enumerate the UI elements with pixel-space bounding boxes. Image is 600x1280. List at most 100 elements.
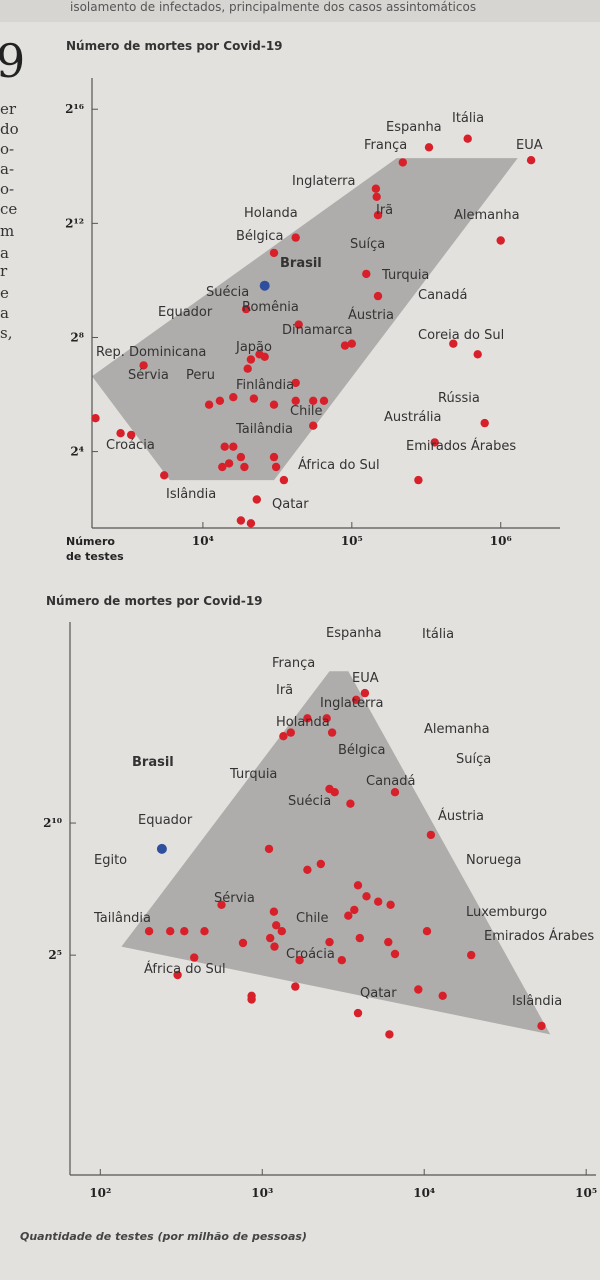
margin-text-fragment: a bbox=[0, 244, 9, 262]
country-label: Áustria bbox=[438, 808, 484, 824]
country-point bbox=[398, 158, 407, 167]
country-point bbox=[264, 844, 274, 854]
country-label: Bélgica bbox=[236, 229, 284, 244]
country-point bbox=[291, 378, 300, 388]
country-point bbox=[229, 393, 238, 402]
country-point bbox=[526, 156, 536, 165]
country-label: Irã bbox=[376, 203, 393, 218]
margin-text-fragment: o- bbox=[0, 180, 15, 198]
country-label: Equador bbox=[138, 813, 193, 828]
country-point bbox=[480, 418, 489, 428]
country-point bbox=[422, 927, 432, 936]
country-point bbox=[252, 495, 261, 504]
country-point bbox=[240, 462, 249, 472]
margin-text-fragment: e bbox=[0, 284, 9, 302]
country-label: França bbox=[272, 656, 315, 671]
country-label: EUA bbox=[516, 138, 543, 153]
x-axis-title: Quantidade de testes (por milhão de pess… bbox=[20, 1230, 307, 1243]
country-label: Emirados Árabes bbox=[484, 928, 594, 944]
country-point bbox=[229, 442, 238, 451]
country-label: África do Sul bbox=[298, 457, 380, 473]
country-point bbox=[372, 192, 381, 201]
country-point bbox=[269, 452, 279, 462]
y-tick-label: 2¹⁰ bbox=[43, 816, 62, 830]
country-point bbox=[294, 320, 303, 329]
country-point bbox=[246, 355, 256, 364]
country-point bbox=[353, 881, 363, 890]
country-point bbox=[373, 211, 383, 220]
country-label: Itália bbox=[422, 627, 454, 642]
margin-text-fragment: r bbox=[0, 262, 8, 280]
country-point bbox=[236, 516, 246, 525]
country-label: Peru bbox=[186, 368, 215, 383]
country-point bbox=[270, 942, 279, 951]
country-label: Qatar bbox=[272, 497, 309, 512]
margin-text-fragment: s, bbox=[0, 324, 13, 342]
margin-text-fragment: m bbox=[0, 222, 15, 240]
country-point bbox=[327, 728, 337, 737]
country-label: Romênia bbox=[242, 300, 299, 315]
country-point bbox=[269, 907, 279, 916]
country-point bbox=[303, 865, 312, 874]
country-label: Bélgica bbox=[338, 743, 386, 758]
country-point bbox=[352, 695, 361, 704]
country-point bbox=[246, 519, 256, 528]
country-point bbox=[279, 732, 288, 741]
x-tick-label: 10⁴ bbox=[192, 534, 214, 548]
country-label: Brasil bbox=[280, 256, 322, 271]
country-label: Islândia bbox=[166, 487, 216, 502]
country-point bbox=[200, 927, 209, 936]
country-point bbox=[386, 900, 395, 909]
y-tick-label: 2⁵ bbox=[48, 948, 62, 962]
country-label: Holanda bbox=[244, 206, 298, 221]
country-point bbox=[220, 442, 229, 451]
country-point bbox=[127, 430, 136, 440]
country-label: Dinamarca bbox=[282, 323, 353, 338]
section-number: 9 bbox=[0, 34, 26, 88]
country-label: Suécia bbox=[288, 794, 331, 809]
country-point bbox=[438, 991, 447, 1000]
country-label: Tailândia bbox=[235, 422, 293, 437]
country-point bbox=[160, 471, 169, 480]
country-point bbox=[496, 236, 505, 245]
country-point bbox=[371, 184, 381, 193]
country-point bbox=[243, 364, 252, 373]
country-point bbox=[384, 937, 393, 947]
country-point bbox=[374, 897, 383, 906]
country-point bbox=[116, 429, 125, 438]
y-tick-label: 2⁴ bbox=[70, 445, 84, 459]
country-point bbox=[166, 927, 175, 936]
previous-column-strip bbox=[0, 0, 600, 22]
country-label: Austrália bbox=[384, 410, 442, 425]
country-label: Sérvia bbox=[128, 368, 169, 383]
margin-text-fragment: a bbox=[0, 304, 9, 322]
country-label: Tailândia bbox=[93, 911, 151, 926]
country-point bbox=[449, 339, 458, 348]
country-label: Croácia bbox=[286, 947, 335, 962]
country-point bbox=[337, 956, 346, 965]
country-point bbox=[319, 396, 329, 405]
country-point bbox=[215, 396, 225, 405]
country-point bbox=[295, 956, 304, 965]
y-tick-label: 2⁸ bbox=[70, 330, 84, 344]
country-point bbox=[325, 937, 334, 947]
country-point bbox=[269, 400, 279, 409]
country-point bbox=[537, 1021, 546, 1031]
country-label: África do Sul bbox=[144, 961, 226, 977]
country-point bbox=[340, 341, 350, 350]
country-point bbox=[272, 921, 281, 930]
country-label: Rússia bbox=[438, 391, 480, 406]
country-label: Suécia bbox=[206, 285, 249, 300]
country-point bbox=[467, 950, 476, 960]
country-point bbox=[218, 462, 227, 472]
country-label: EUA bbox=[352, 671, 379, 686]
country-point bbox=[355, 933, 364, 943]
country-point bbox=[139, 361, 148, 370]
country-point bbox=[385, 1030, 394, 1039]
country-label: Espanha bbox=[386, 120, 442, 135]
country-label: Equador bbox=[158, 305, 213, 320]
country-point bbox=[362, 892, 371, 901]
country-point bbox=[426, 830, 436, 840]
country-point bbox=[347, 339, 356, 348]
